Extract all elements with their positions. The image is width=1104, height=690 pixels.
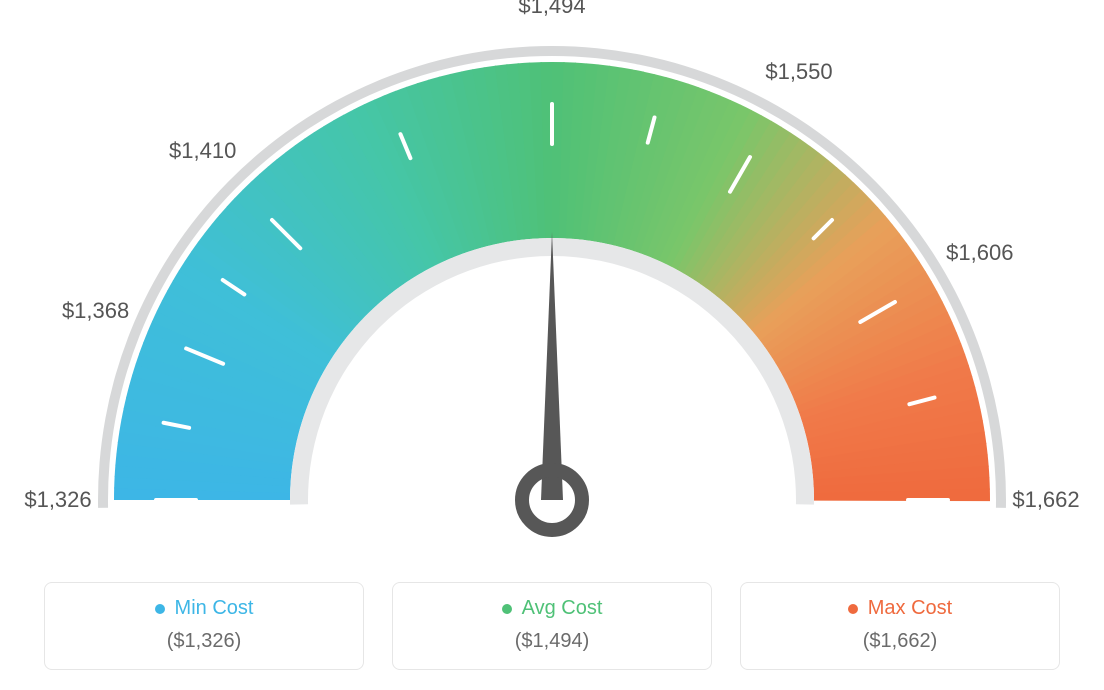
legend-value-avg: ($1,494) [403, 630, 701, 653]
dot-icon [155, 604, 165, 614]
legend-label-min: Min Cost [55, 597, 353, 620]
gauge-tick-label: $1,550 [765, 59, 832, 85]
gauge-tick-label: $1,662 [1012, 487, 1079, 513]
legend-value-max: ($1,662) [751, 630, 1049, 653]
dot-icon [848, 604, 858, 614]
gauge-tick-label: $1,326 [24, 487, 91, 513]
legend-value-min: ($1,326) [55, 630, 353, 653]
gauge-tick-label: $1,606 [946, 240, 1013, 266]
cost-gauge-container: $1,326 $1,368 $1,410 $1,494 $1,550 $1,606 $1,6… [0, 0, 1104, 690]
dot-icon [502, 604, 512, 614]
legend-label-max: Max Cost [751, 597, 1049, 620]
legend-label-text: Min Cost [175, 597, 254, 620]
legend-card-min: Min Cost ($1,326) [44, 582, 364, 670]
legend-row: Min Cost ($1,326) Avg Cost ($1,494) Max … [0, 582, 1104, 670]
gauge-tick-label: $1,494 [518, 0, 585, 19]
legend-label-text: Avg Cost [522, 597, 603, 620]
gauge-tick-label: $1,368 [62, 298, 129, 324]
legend-card-max: Max Cost ($1,662) [740, 582, 1060, 670]
gauge-chart: $1,326 $1,368 $1,410 $1,494 $1,550 $1,606 $1,6… [0, 0, 1104, 570]
gauge-tick-label: $1,410 [169, 138, 236, 164]
legend-card-avg: Avg Cost ($1,494) [392, 582, 712, 670]
legend-label-text: Max Cost [868, 597, 952, 620]
legend-label-avg: Avg Cost [403, 597, 701, 620]
